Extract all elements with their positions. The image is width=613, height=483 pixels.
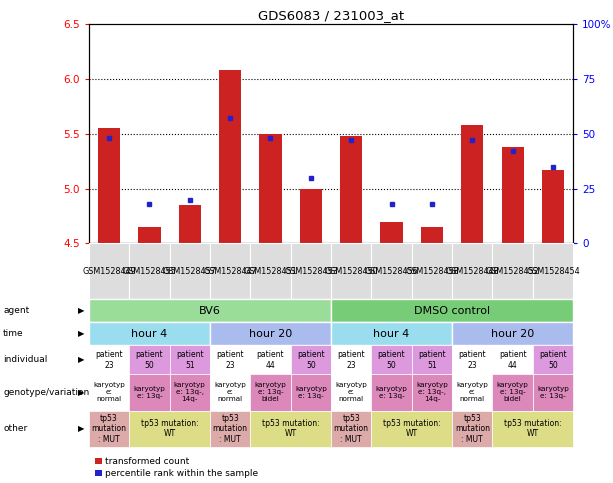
Text: percentile rank within the sample: percentile rank within the sample [105,469,259,478]
Bar [461,125,484,243]
Text: tp53
mutation
: MUT: tp53 mutation : MUT [333,414,368,443]
Text: patient
50: patient 50 [297,350,325,369]
Bar [542,170,564,243]
Text: GSM1528458: GSM1528458 [405,267,459,276]
Bar [259,134,281,243]
Text: GSM1528456: GSM1528456 [365,267,418,276]
Text: tp53 mutation:
WT: tp53 mutation: WT [504,419,562,439]
Text: tp53
mutation
: MUT: tp53 mutation : MUT [213,414,248,443]
Text: GSM1528450: GSM1528450 [324,267,378,276]
Bar [381,222,403,243]
Text: transformed count: transformed count [105,457,189,466]
Text: hour 4: hour 4 [131,329,167,339]
Text: GSM1528447: GSM1528447 [204,267,257,276]
Text: karyotyp
e: 13q-: karyotyp e: 13q- [134,386,166,399]
Text: GSM1528455: GSM1528455 [123,267,177,276]
Bar [98,128,120,243]
Text: karyotyp
e:
normal: karyotyp e: normal [335,383,367,402]
Text: DMSO control: DMSO control [414,306,490,315]
Text: tp53 mutation:
WT: tp53 mutation: WT [141,419,199,439]
Bar [421,227,443,243]
Text: patient
50: patient 50 [378,350,405,369]
Text: patient
50: patient 50 [539,350,567,369]
Text: patient
23: patient 23 [216,350,244,369]
Text: karyotyp
e: 13q-,
14q-: karyotyp e: 13q-, 14q- [416,383,448,402]
Text: tp53
mutation
: MUT: tp53 mutation : MUT [91,414,126,443]
Text: ▶: ▶ [78,388,85,397]
Text: karyotyp
e: 13q-
bidel: karyotyp e: 13q- bidel [497,383,528,402]
Text: hour 4: hour 4 [373,329,409,339]
Text: tp53 mutation:
WT: tp53 mutation: WT [383,419,441,439]
Bar [219,70,242,243]
Text: karyotyp
e:
normal: karyotyp e: normal [214,383,246,402]
Text: agent: agent [3,306,29,315]
Text: karyotyp
e:
normal: karyotyp e: normal [93,383,125,402]
Text: karyotyp
e: 13q-,
14q-: karyotyp e: 13q-, 14q- [174,383,206,402]
Text: patient
51: patient 51 [176,350,204,369]
Text: ▶: ▶ [78,329,85,338]
Text: hour 20: hour 20 [249,329,292,339]
Text: tp53 mutation:
WT: tp53 mutation: WT [262,419,319,439]
Text: GSM1528451: GSM1528451 [244,267,297,276]
Text: GSM1528449: GSM1528449 [82,267,136,276]
Text: patient
50: patient 50 [135,350,163,369]
Text: GSM1528448: GSM1528448 [446,267,499,276]
Text: BV6: BV6 [199,306,221,315]
Text: ▶: ▶ [78,306,85,315]
Text: karyotyp
e: 13q-: karyotyp e: 13q- [537,386,569,399]
Text: tp53
mutation
: MUT: tp53 mutation : MUT [455,414,490,443]
Bar [501,147,524,243]
Text: genotype/variation: genotype/variation [3,388,89,397]
Bar [340,136,362,243]
Text: karyotyp
e:
normal: karyotyp e: normal [456,383,488,402]
Text: karyotyp
e: 13q-: karyotyp e: 13q- [295,386,327,399]
Text: patient
51: patient 51 [418,350,446,369]
Text: GSM1528452: GSM1528452 [485,267,539,276]
Text: patient
23: patient 23 [337,350,365,369]
Text: GSM1528453: GSM1528453 [284,267,338,276]
Bar [178,205,201,243]
Text: patient
44: patient 44 [257,350,284,369]
Text: patient
44: patient 44 [499,350,527,369]
Text: GSM1528454: GSM1528454 [526,267,580,276]
Text: GSM1528457: GSM1528457 [163,267,216,276]
Text: hour 20: hour 20 [491,329,535,339]
Bar [300,188,322,243]
Text: karyotyp
e: 13q-: karyotyp e: 13q- [376,386,408,399]
Text: individual: individual [3,355,47,364]
Text: other: other [3,424,28,433]
Text: karyotyp
e: 13q-
bidel: karyotyp e: 13q- bidel [254,383,286,402]
Text: ▶: ▶ [78,355,85,364]
Title: GDS6083 / 231003_at: GDS6083 / 231003_at [258,9,404,22]
Bar [139,227,161,243]
Text: ▶: ▶ [78,424,85,433]
Text: time: time [3,329,24,338]
Text: patient
23: patient 23 [95,350,123,369]
Text: patient
23: patient 23 [459,350,486,369]
